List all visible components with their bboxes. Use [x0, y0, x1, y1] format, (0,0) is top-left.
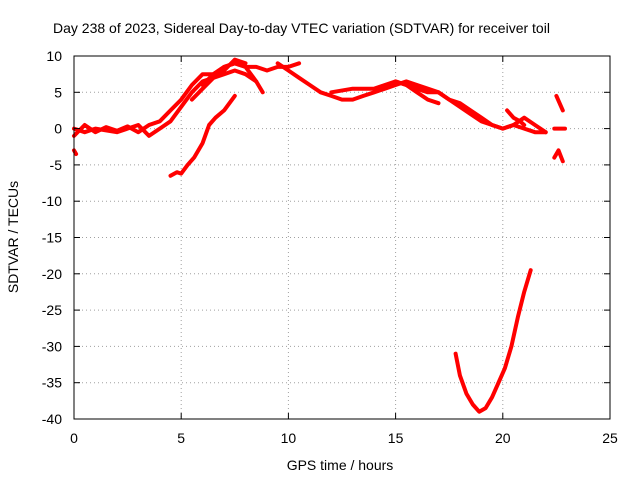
- series-line-track-j: [554, 93, 565, 113]
- series-line-track-e: [168, 93, 237, 178]
- y-tick-label: -40: [42, 411, 62, 427]
- y-tick-label: 10: [46, 48, 62, 64]
- x-tick-label: 0: [70, 430, 78, 446]
- y-tick-label: -25: [42, 302, 62, 318]
- y-tick-labels: 10 5 0 -5 -10 -15 -20 -25 -30 -35 -40: [42, 48, 62, 427]
- y-tick-label: -5: [50, 157, 63, 173]
- chart-title: Day 238 of 2023, Sidereal Day-to-day VTE…: [53, 20, 550, 36]
- x-tick-label: 20: [495, 430, 511, 446]
- series-line-track-c: [189, 57, 248, 102]
- y-tick-label: -30: [42, 338, 62, 354]
- grid-lines: [74, 56, 610, 419]
- series-line-track-n: [453, 268, 533, 414]
- x-tick-label: 10: [281, 430, 297, 446]
- series-line-track-a: [72, 61, 302, 138]
- series-line-track-i: [505, 108, 527, 127]
- y-axis-label: SDTVAR / TECUs: [5, 181, 21, 293]
- y-tick-label: 5: [54, 84, 62, 100]
- y-tick-label: 0: [54, 121, 62, 137]
- axis-ticks: [73, 55, 611, 420]
- x-tick-label: 25: [602, 430, 618, 446]
- series-line-track-b: [72, 68, 259, 138]
- y-tick-label: -35: [42, 375, 62, 391]
- x-tick-labels: 0 5 10 15 20 25: [70, 430, 618, 446]
- series-line-track-d: [200, 61, 265, 95]
- y-tick-label: -20: [42, 266, 62, 282]
- y-tick-label: -10: [42, 193, 62, 209]
- x-axis-label: GPS time / hours: [287, 457, 394, 473]
- x-tick-label: 15: [388, 430, 404, 446]
- x-tick-label: 5: [177, 430, 185, 446]
- series-group: [72, 57, 567, 414]
- y-tick-label: -15: [42, 230, 62, 246]
- series-line-track-f: [275, 61, 548, 135]
- series-line-track-l: [552, 148, 565, 164]
